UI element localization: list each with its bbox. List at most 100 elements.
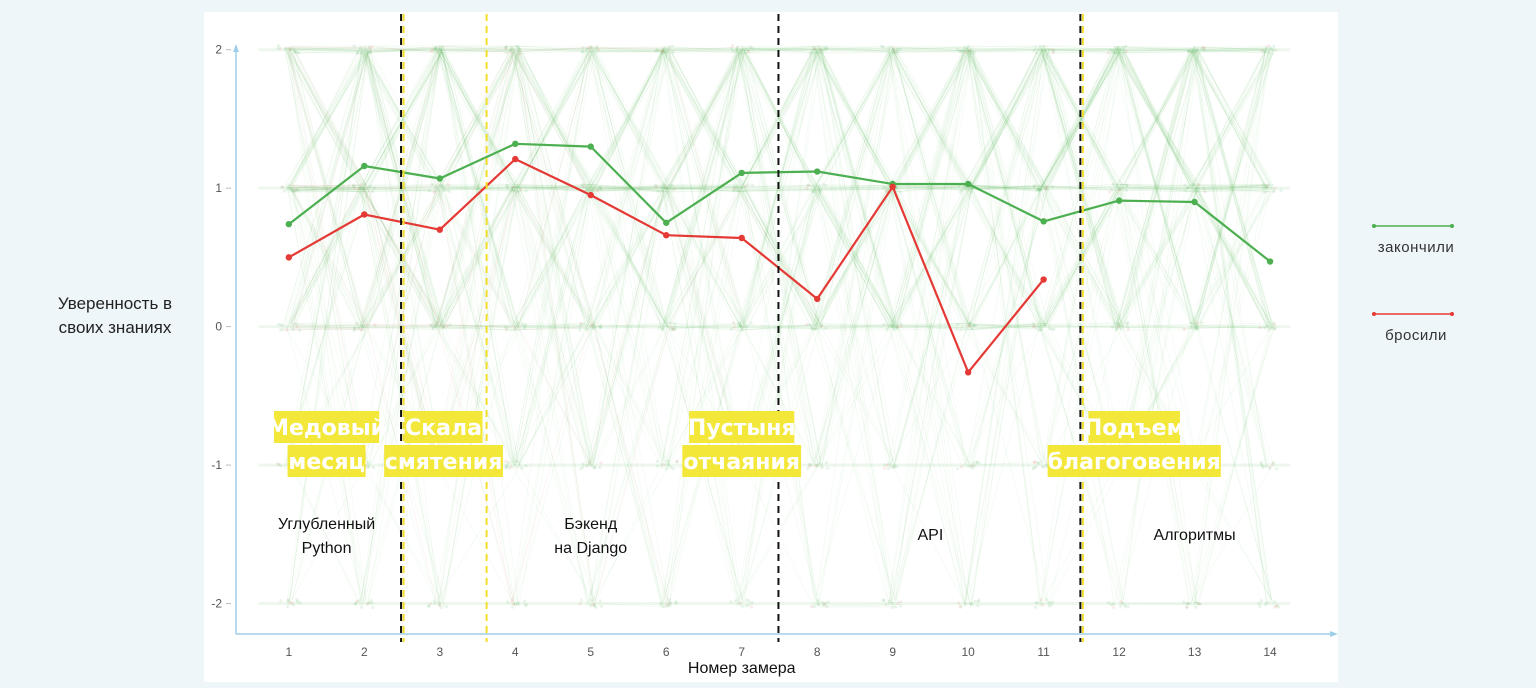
trajectory-point	[805, 186, 809, 190]
trajectory-point	[969, 190, 974, 194]
trajectory-point	[968, 602, 973, 606]
x-tick-label: 2	[361, 645, 368, 659]
trajectory-point	[1262, 49, 1266, 53]
trajectory-point	[516, 602, 520, 606]
trajectory-point	[1191, 50, 1195, 54]
trajectory-point	[1265, 185, 1269, 189]
phase-highlight	[689, 411, 795, 443]
trajectory-point	[971, 461, 976, 465]
phase-label: Скала смятения	[384, 411, 503, 477]
phase-label-text: Медовый	[267, 416, 386, 441]
trajectory-point	[749, 321, 753, 325]
trajectory-point	[975, 460, 979, 464]
y-axis-label-line-2: своих знаниях	[58, 318, 172, 337]
trajectory-point	[578, 328, 582, 332]
trajectory-line	[286, 51, 1272, 469]
trajectory-point	[366, 51, 370, 55]
trajectory-point	[958, 190, 962, 194]
trajectory-point	[1201, 45, 1205, 49]
trajectory-point	[593, 466, 597, 470]
trajectory-point	[589, 189, 594, 193]
trajectory-point	[744, 604, 748, 608]
trajectory-point	[1273, 605, 1277, 609]
trajectory-point	[1266, 184, 1270, 188]
trajectory-line	[284, 45, 1266, 332]
data-point-dropped	[285, 254, 293, 261]
section-labels: Углубленный Python Бэкенд на Django API Алгор…	[278, 516, 1236, 557]
trajectory-point	[737, 323, 741, 327]
trajectory-point	[1126, 604, 1130, 609]
trajectory-point	[521, 322, 525, 326]
trajectory-point	[280, 185, 284, 189]
trajectory-point	[296, 188, 300, 192]
trajectory-point	[1272, 189, 1276, 193]
trajectory-point	[1051, 185, 1055, 189]
trajectory-point	[748, 45, 752, 49]
trajectory-point	[899, 324, 903, 328]
trajectory-line	[284, 45, 1269, 605]
data-point-finished	[512, 140, 519, 148]
trajectory-point	[1275, 467, 1279, 471]
trajectory-point	[1124, 44, 1128, 48]
trajectory-line	[292, 46, 1268, 466]
phase-label-text: Пустыня	[688, 416, 796, 441]
phase-boundaries	[400, 14, 1084, 642]
trajectory-point	[1043, 49, 1048, 53]
trajectory-point	[1257, 602, 1261, 606]
trajectory-point	[434, 185, 438, 189]
trajectory-line	[292, 47, 1266, 607]
trajectory-point	[959, 465, 964, 469]
trajectory-point	[1034, 600, 1038, 605]
trajectory-point	[818, 48, 822, 52]
trajectory-point	[968, 464, 972, 468]
trajectory-line	[290, 48, 1266, 468]
trajectory-point	[445, 189, 449, 193]
trajectory-point	[581, 46, 585, 50]
trajectory-point	[967, 49, 972, 53]
trajectory-point	[1269, 46, 1273, 51]
trajectory-point	[518, 52, 522, 56]
trajectory-point	[1116, 48, 1120, 52]
data-point-dropped	[813, 295, 821, 303]
legend-swatch-finished	[1372, 224, 1454, 228]
trajectory-point	[661, 327, 665, 331]
trajectory-line	[290, 186, 438, 604]
trajectory-point	[971, 466, 975, 470]
trajectory-point	[431, 326, 435, 330]
phase-label: Подъем благоговения	[1047, 411, 1221, 477]
trajectory-point	[1108, 190, 1112, 194]
trajectory-point	[1197, 183, 1201, 187]
trajectory-point	[589, 45, 593, 49]
trajectory-point	[1041, 465, 1045, 469]
trajectory-point	[578, 602, 582, 606]
trajectory-point	[820, 600, 824, 604]
trajectory-point	[437, 603, 441, 608]
trajectory-line	[291, 44, 1268, 607]
trajectory-point	[1202, 187, 1206, 191]
trajectory-point	[504, 466, 508, 470]
trajectory-point	[362, 182, 366, 186]
trajectory-line	[284, 46, 1266, 604]
trajectory-point	[740, 604, 745, 609]
trajectory-point	[1109, 603, 1113, 607]
trajectory-point	[1260, 464, 1264, 468]
trajectory-point	[522, 599, 527, 603]
trajectory-line	[286, 45, 1275, 329]
trajectory-point	[963, 185, 967, 189]
trajectory-point	[1116, 183, 1120, 187]
trajectory-line	[287, 47, 1266, 603]
trajectory-point	[808, 463, 813, 467]
trajectory-point	[362, 324, 366, 328]
trajectory-point	[524, 189, 528, 193]
legend-label-dropped: бросили	[1385, 327, 1447, 344]
trajectory-point	[1265, 324, 1269, 328]
trajectory-point	[1195, 326, 1200, 330]
trajectory-point	[1264, 464, 1268, 468]
trajectory-point	[359, 328, 363, 332]
trajectory-line	[284, 45, 1271, 605]
trajectory-point	[889, 464, 893, 468]
trajectory-point	[1268, 465, 1272, 469]
trajectory-point	[665, 185, 669, 189]
trajectory-point	[366, 460, 370, 464]
trajectory-point	[956, 322, 960, 326]
